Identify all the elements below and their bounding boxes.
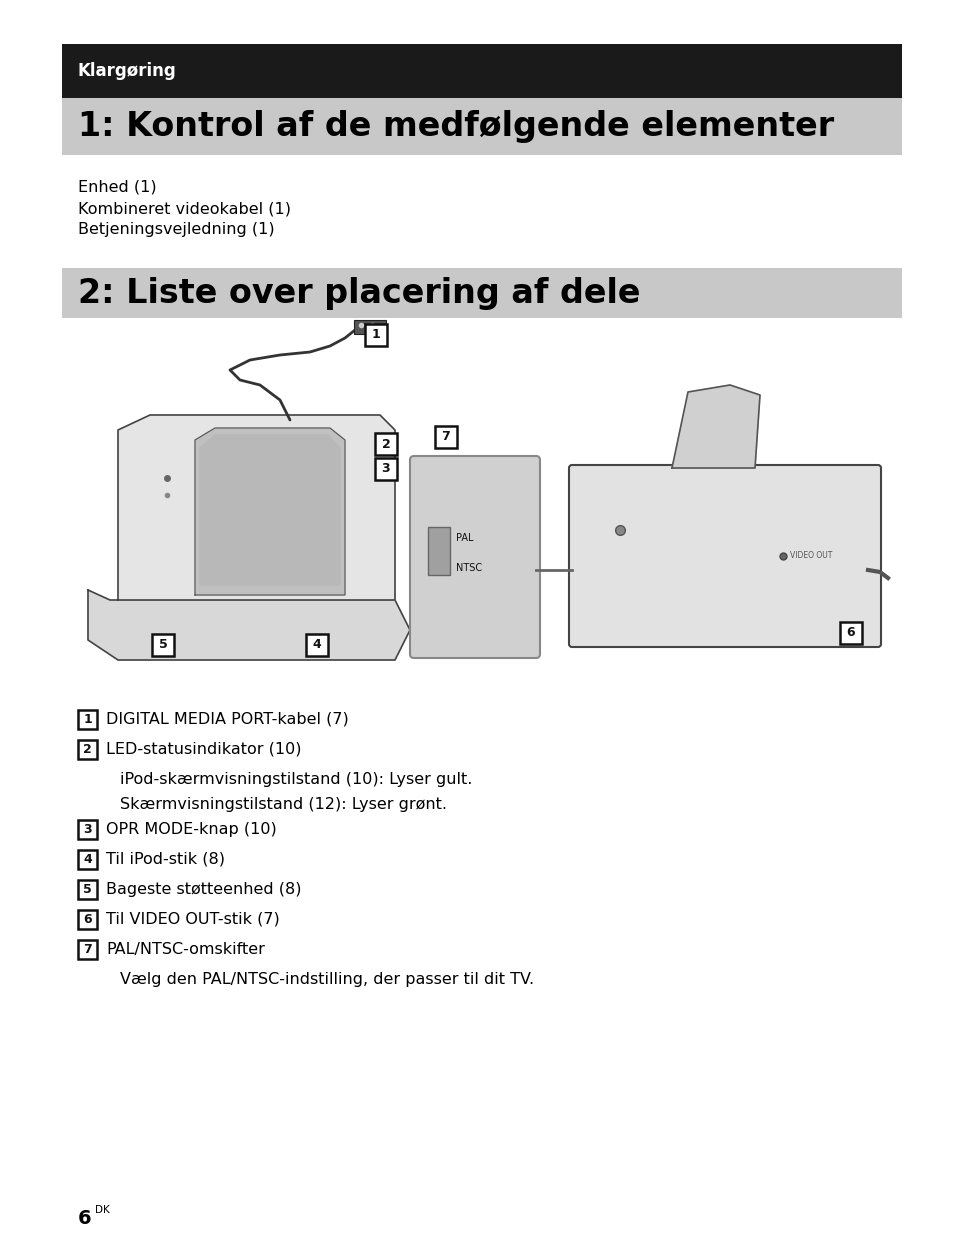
Polygon shape xyxy=(200,435,339,585)
Bar xyxy=(375,459,396,480)
Text: Skærmvisningstilstand (12): Lyser grønt.: Skærmvisningstilstand (12): Lyser grønt. xyxy=(120,797,447,812)
Bar xyxy=(78,819,97,840)
Polygon shape xyxy=(88,590,410,660)
Text: 2: 2 xyxy=(381,437,390,451)
Bar xyxy=(78,940,97,959)
Bar xyxy=(306,634,328,657)
Bar xyxy=(78,910,97,928)
Text: DIGITAL MEDIA PORT-kabel (7): DIGITAL MEDIA PORT-kabel (7) xyxy=(106,712,349,727)
Text: 6: 6 xyxy=(846,626,855,639)
Text: NTSC: NTSC xyxy=(456,563,481,573)
Bar xyxy=(365,325,387,346)
Bar xyxy=(62,98,901,155)
Text: 2: 2 xyxy=(83,743,91,756)
Text: 7: 7 xyxy=(83,944,91,956)
Polygon shape xyxy=(671,385,760,469)
Text: Vælg den PAL/NTSC-indstilling, der passer til dit TV.: Vælg den PAL/NTSC-indstilling, der passe… xyxy=(120,972,534,987)
Text: Til VIDEO OUT-stik (7): Til VIDEO OUT-stik (7) xyxy=(106,912,279,927)
Text: LED-statusindikator (10): LED-statusindikator (10) xyxy=(106,742,301,757)
Text: Til iPod-stik (8): Til iPod-stik (8) xyxy=(106,852,225,867)
FancyBboxPatch shape xyxy=(410,456,539,658)
Bar xyxy=(152,634,173,657)
Text: 6: 6 xyxy=(83,913,91,926)
Text: 2: Liste over placering af dele: 2: Liste over placering af dele xyxy=(78,277,639,309)
Bar xyxy=(78,850,97,870)
Text: 7: 7 xyxy=(441,431,450,444)
Text: 1: 1 xyxy=(83,713,91,725)
Bar xyxy=(428,528,450,575)
Text: Betjeningsvejledning (1): Betjeningsvejledning (1) xyxy=(78,222,274,237)
Text: 3: 3 xyxy=(381,462,390,475)
Text: PAL/NTSC-omskifter: PAL/NTSC-omskifter xyxy=(106,942,265,957)
Text: Kombineret videokabel (1): Kombineret videokabel (1) xyxy=(78,200,291,216)
Text: iPod-skærmvisningstilstand (10): Lyser gult.: iPod-skærmvisningstilstand (10): Lyser g… xyxy=(120,772,472,787)
Text: DK: DK xyxy=(95,1205,110,1215)
Text: Enhed (1): Enhed (1) xyxy=(78,180,156,195)
Text: 5: 5 xyxy=(83,883,91,896)
Text: 4: 4 xyxy=(83,853,91,866)
Text: Bageste støtteenhed (8): Bageste støtteenhed (8) xyxy=(106,882,301,897)
Bar xyxy=(62,44,901,98)
Bar xyxy=(62,268,901,318)
Text: 4: 4 xyxy=(313,639,321,652)
Text: OPR MODE-knap (10): OPR MODE-knap (10) xyxy=(106,822,276,837)
Bar xyxy=(435,426,456,449)
Bar xyxy=(354,320,386,335)
Text: 5: 5 xyxy=(158,639,167,652)
Text: 3: 3 xyxy=(83,823,91,836)
Text: 1: Kontrol af de medfølgende elementer: 1: Kontrol af de medfølgende elementer xyxy=(78,110,833,143)
FancyBboxPatch shape xyxy=(568,465,880,647)
Text: 1: 1 xyxy=(372,328,380,342)
Bar xyxy=(375,434,396,455)
Bar xyxy=(840,621,862,644)
Text: Klargøring: Klargøring xyxy=(78,61,176,80)
Text: VIDEO OUT: VIDEO OUT xyxy=(789,551,832,560)
Bar xyxy=(78,741,97,759)
Bar xyxy=(78,880,97,898)
Polygon shape xyxy=(118,415,395,600)
Bar xyxy=(78,710,97,729)
Text: PAL: PAL xyxy=(456,533,473,543)
Text: 6: 6 xyxy=(78,1208,91,1228)
Polygon shape xyxy=(194,429,345,595)
